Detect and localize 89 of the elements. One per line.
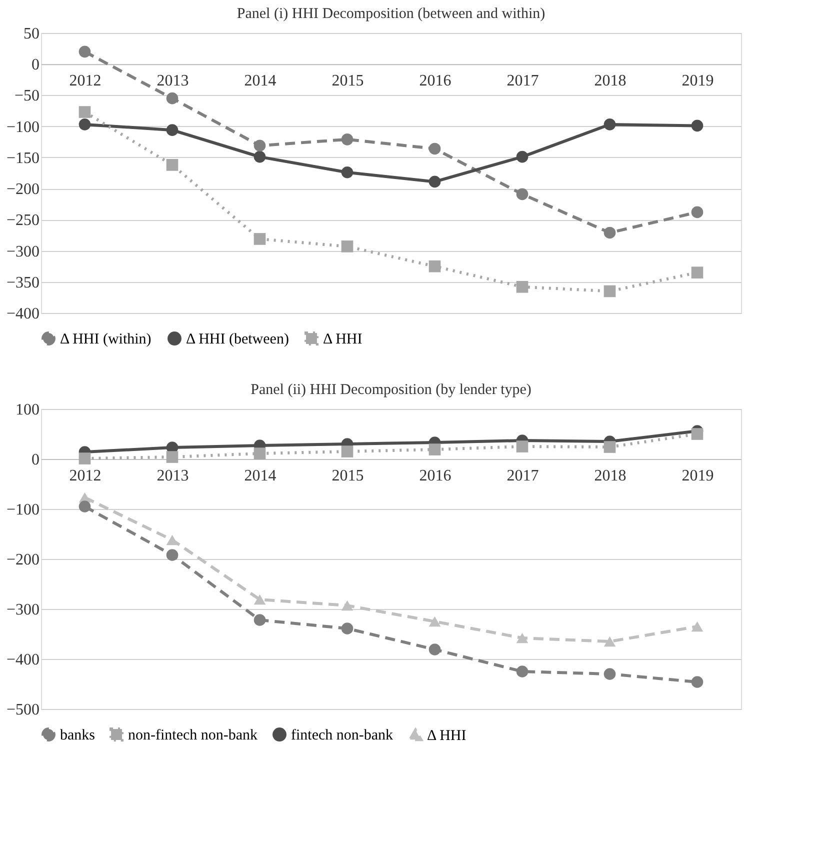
x-tick-label: 2017 [506, 72, 539, 90]
x-tick-label: 2012 [69, 468, 102, 484]
point [341, 133, 354, 146]
chart-title: Panel (i) HHI Decomposition (between and within) [236, 6, 546, 22]
point [166, 549, 178, 561]
point [341, 166, 354, 178]
point [78, 500, 91, 512]
x-tick-label: 2012 [69, 72, 102, 90]
point [166, 158, 178, 171]
point [428, 142, 441, 155]
y-tick-label: −300 [6, 243, 40, 260]
x-tick-label: 2019 [682, 468, 714, 484]
legend-label: fintech non-bank [291, 728, 394, 744]
y-tick-label: −300 [6, 602, 40, 618]
point [691, 206, 704, 218]
x-tick-label: 2014 [244, 468, 276, 484]
point [604, 636, 616, 647]
point [254, 594, 266, 605]
point [604, 285, 616, 298]
point [254, 150, 266, 163]
y-tick-label: 0 [32, 452, 40, 468]
y-tick-label: −500 [6, 702, 40, 718]
x-tick-label: 2016 [419, 468, 452, 484]
x-tick-label: 2013 [156, 72, 189, 90]
point [691, 266, 704, 278]
point [254, 233, 266, 245]
point [516, 632, 528, 644]
legend-label: Δ HHI (within) [60, 332, 152, 348]
y-tick-label: −400 [6, 306, 40, 322]
legend-label: non-fintech non-bank [128, 728, 258, 744]
y-tick-label: −100 [6, 118, 40, 136]
point [428, 444, 441, 456]
point [341, 622, 354, 634]
x-tick-label: 2018 [594, 468, 626, 484]
x-tick-label: 2019 [682, 72, 714, 90]
point [166, 534, 178, 546]
x-tick-label: 2018 [594, 72, 626, 90]
legend-label: Δ HHI [323, 332, 362, 348]
y-tick-label: −250 [6, 212, 40, 230]
point [604, 441, 616, 453]
x-tick-label: 2014 [244, 72, 276, 90]
y-tick-label: −400 [6, 652, 40, 668]
point [691, 120, 704, 132]
x-tick-label: 2017 [506, 468, 539, 484]
y-tick-label: 100 [16, 402, 40, 418]
y-tick-label: −200 [6, 181, 40, 198]
y-tick-label: −150 [6, 150, 40, 167]
x-tick-label: 2015 [332, 468, 364, 484]
y-tick-label: 50 [24, 26, 40, 42]
y-tick-label: −100 [6, 502, 40, 518]
point [604, 118, 616, 130]
point [428, 260, 441, 272]
point [166, 92, 178, 104]
point [516, 666, 528, 678]
legend-label: banks [60, 728, 96, 744]
point [166, 124, 178, 136]
point [428, 616, 441, 627]
point [428, 644, 441, 656]
legend-label: Δ HHI (between) [186, 332, 289, 348]
point [516, 188, 528, 200]
x-tick-label: 2013 [156, 468, 189, 484]
y-tick-label: −50 [14, 88, 40, 105]
y-tick-label: 0 [32, 56, 40, 74]
point [516, 150, 528, 163]
point [254, 140, 266, 152]
point [604, 668, 616, 680]
point [691, 428, 704, 440]
point [341, 240, 354, 252]
chart-title: Panel (ii) HHI Decomposition (by lender type) [250, 382, 532, 398]
point [691, 676, 704, 688]
legend-label: Δ HHI [427, 728, 466, 744]
x-tick-label: 2015 [332, 72, 364, 90]
point [78, 118, 91, 130]
point [166, 451, 178, 463]
point [78, 452, 91, 464]
x-tick-label: 2016 [419, 72, 452, 90]
point [516, 440, 528, 452]
y-tick-label: −200 [6, 552, 40, 568]
point [78, 46, 91, 58]
point [341, 446, 354, 458]
point [254, 448, 266, 460]
point [341, 600, 354, 611]
point [604, 226, 616, 239]
point [516, 280, 528, 293]
point [254, 614, 266, 626]
y-tick-label: −350 [6, 274, 40, 292]
point [78, 106, 91, 118]
point [428, 176, 441, 188]
point [691, 621, 704, 632]
